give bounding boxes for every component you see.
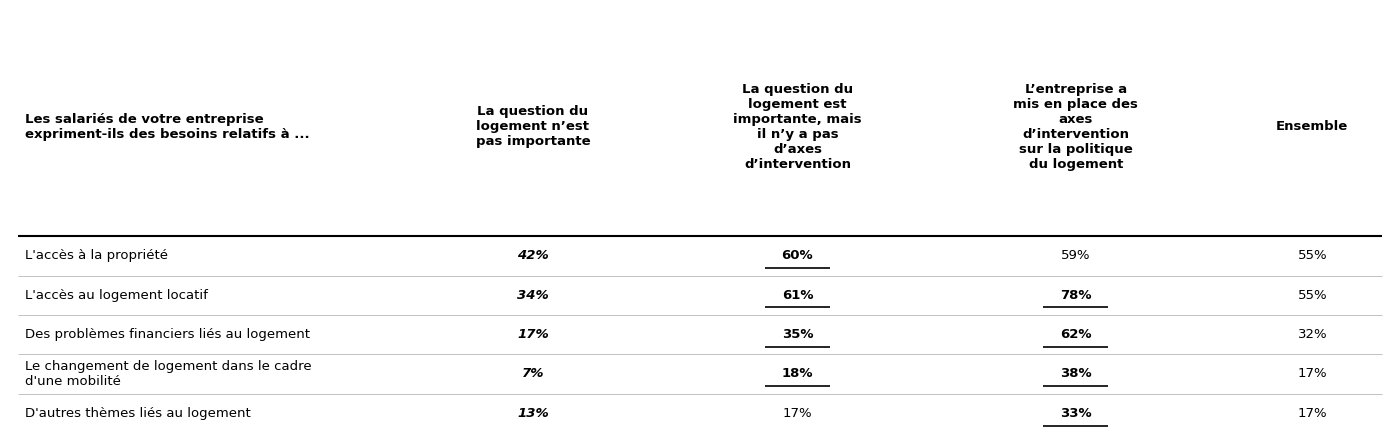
- Text: 78%: 78%: [1060, 289, 1092, 301]
- Text: L'accès au logement locatif: L'accès au logement locatif: [25, 289, 209, 301]
- Text: 17%: 17%: [1298, 368, 1327, 380]
- Text: 17%: 17%: [1298, 407, 1327, 420]
- Text: 33%: 33%: [1060, 407, 1092, 420]
- Text: L'accès à la propriété: L'accès à la propriété: [25, 249, 168, 262]
- Text: 17%: 17%: [783, 407, 812, 420]
- Text: 62%: 62%: [1060, 328, 1092, 341]
- Text: 38%: 38%: [1060, 368, 1092, 380]
- Text: Ensemble: Ensemble: [1277, 120, 1348, 133]
- Text: 18%: 18%: [781, 368, 813, 380]
- Text: 61%: 61%: [781, 289, 813, 301]
- Text: 55%: 55%: [1298, 249, 1327, 262]
- Text: 55%: 55%: [1298, 289, 1327, 301]
- Text: L’entreprise a
mis en place des
axes
d’intervention
sur la politique
du logement: L’entreprise a mis en place des axes d’i…: [1014, 83, 1138, 171]
- Text: 35%: 35%: [781, 328, 813, 341]
- Text: La question du
logement est
importante, mais
il n’y a pas
d’axes
d’intervention: La question du logement est importante, …: [734, 83, 862, 171]
- Text: Le changement de logement dans le cadre
d'une mobilité: Le changement de logement dans le cadre …: [25, 360, 312, 388]
- Text: 42%: 42%: [517, 249, 549, 262]
- Text: Des problèmes financiers liés au logement: Des problèmes financiers liés au logemen…: [25, 328, 309, 341]
- Text: 59%: 59%: [1061, 249, 1091, 262]
- Text: 60%: 60%: [781, 249, 813, 262]
- Text: 7%: 7%: [522, 368, 545, 380]
- Text: 13%: 13%: [517, 407, 549, 420]
- Text: D'autres thèmes liés au logement: D'autres thèmes liés au logement: [25, 407, 251, 420]
- Text: La question du
logement n’est
pas importante: La question du logement n’est pas import…: [476, 105, 591, 148]
- Text: Les salariés de votre entreprise
expriment-ils des besoins relatifs à ...: Les salariés de votre entreprise exprime…: [25, 113, 309, 141]
- Text: 17%: 17%: [517, 328, 549, 341]
- Text: 34%: 34%: [517, 289, 549, 301]
- Text: 32%: 32%: [1298, 328, 1327, 341]
